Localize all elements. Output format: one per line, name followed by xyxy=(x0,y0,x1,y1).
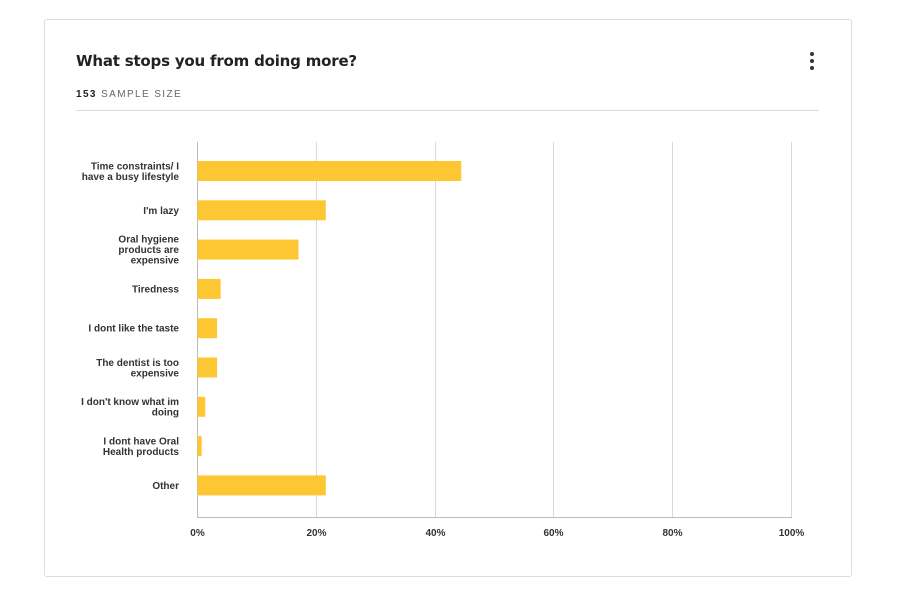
bar xyxy=(197,475,326,496)
x-tick-label: 20% xyxy=(306,528,326,539)
x-tick-label: 60% xyxy=(543,528,563,539)
category-label: I don't know what im xyxy=(81,397,179,408)
category-label: expensive xyxy=(131,256,180,267)
sample-size: 153 SAMPLE SIZE xyxy=(76,89,182,100)
x-tick-label: 0% xyxy=(190,528,205,539)
sample-size-label: SAMPLE SIZE xyxy=(101,89,183,100)
chart-title: What stops you from doing more? xyxy=(76,52,357,70)
category-label: I dont like the taste xyxy=(88,324,179,335)
category-label: The dentist is too xyxy=(96,358,179,369)
x-tick-label: 80% xyxy=(662,528,682,539)
category-label: have a busy lifestyle xyxy=(82,172,180,183)
category-label: doing xyxy=(152,408,179,419)
chart-card xyxy=(44,19,852,577)
category-label: I'm lazy xyxy=(143,206,179,217)
category-label: Oral hygiene xyxy=(118,235,179,246)
category-label: Health products xyxy=(103,447,180,458)
category-label: expensive xyxy=(131,368,180,379)
kebab-menu-icon[interactable] xyxy=(803,50,821,72)
bar xyxy=(197,357,218,378)
bar xyxy=(197,239,299,260)
sample-size-count: 153 xyxy=(76,89,97,100)
bar xyxy=(197,278,221,299)
bar xyxy=(197,200,326,221)
category-label: Other xyxy=(152,481,179,492)
x-tick-label: 40% xyxy=(425,528,445,539)
category-label: Tiredness xyxy=(132,284,179,295)
category-label: I dont have Oral xyxy=(103,436,179,447)
bar xyxy=(197,318,218,339)
bar xyxy=(197,161,462,181)
category-label: Time constraints/ I xyxy=(91,161,179,172)
bar xyxy=(197,396,206,417)
header-divider xyxy=(76,110,819,111)
x-tick-label: 100% xyxy=(779,528,805,539)
bar xyxy=(197,436,202,457)
category-label: products are xyxy=(118,245,179,256)
